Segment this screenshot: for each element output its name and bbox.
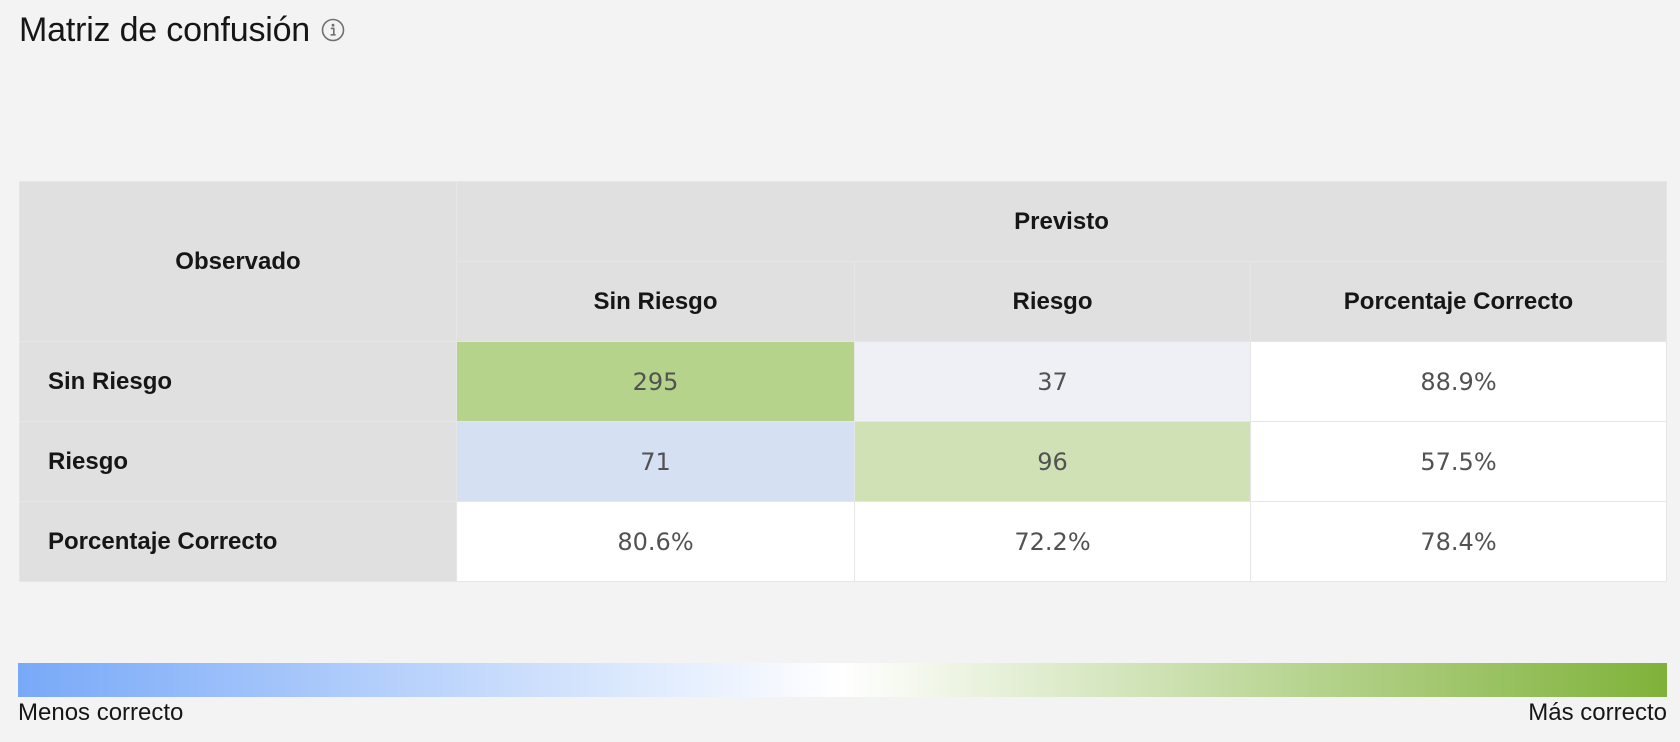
column-header-sin-riesgo: Sin Riesgo xyxy=(456,261,855,342)
info-icon[interactable] xyxy=(321,18,345,42)
matrix-cell: 295 xyxy=(456,341,855,422)
matrix-cell: 88.9% xyxy=(1250,341,1667,422)
matrix-cell: 71 xyxy=(456,421,855,502)
table-row: Riesgo 71 96 57.5% xyxy=(19,421,1667,502)
header-row-predicted: Observado Previsto xyxy=(19,181,1667,342)
predicted-header: Previsto xyxy=(456,181,1667,262)
matrix-cell: 96 xyxy=(854,421,1251,502)
column-header-riesgo: Riesgo xyxy=(854,261,1251,342)
observed-header: Observado xyxy=(19,181,457,342)
header-row-columns: Sin Riesgo Riesgo Porcentaje Correcto xyxy=(20,261,1667,342)
page-header: Matriz de confusión xyxy=(19,8,345,52)
matrix-cell: 72.2% xyxy=(854,501,1251,582)
confusion-matrix-table: Observado Previsto Sin Riesgo Riesgo Por… xyxy=(19,181,1667,582)
legend-labels: Menos correcto Más correcto xyxy=(18,699,1667,729)
matrix-cell: 78.4% xyxy=(1250,501,1667,582)
legend-high-label: Más correcto xyxy=(1528,699,1667,726)
row-header-riesgo: Riesgo xyxy=(19,421,457,502)
matrix-cell: 57.5% xyxy=(1250,421,1667,502)
color-scale-legend xyxy=(18,663,1667,697)
row-header-porcentaje-correcto: Porcentaje Correcto xyxy=(19,501,457,582)
matrix-cell: 80.6% xyxy=(456,501,855,582)
table-row: Sin Riesgo 295 37 88.9% xyxy=(19,341,1667,422)
column-header-porcentaje-correcto: Porcentaje Correcto xyxy=(1250,261,1667,342)
page-title: Matriz de confusión xyxy=(19,10,311,49)
matrix-cell: 37 xyxy=(854,341,1251,422)
row-header-sin-riesgo: Sin Riesgo xyxy=(19,341,457,422)
legend-low-label: Menos correcto xyxy=(18,699,184,726)
table-row: Porcentaje Correcto 80.6% 72.2% 78.4% xyxy=(19,501,1667,582)
